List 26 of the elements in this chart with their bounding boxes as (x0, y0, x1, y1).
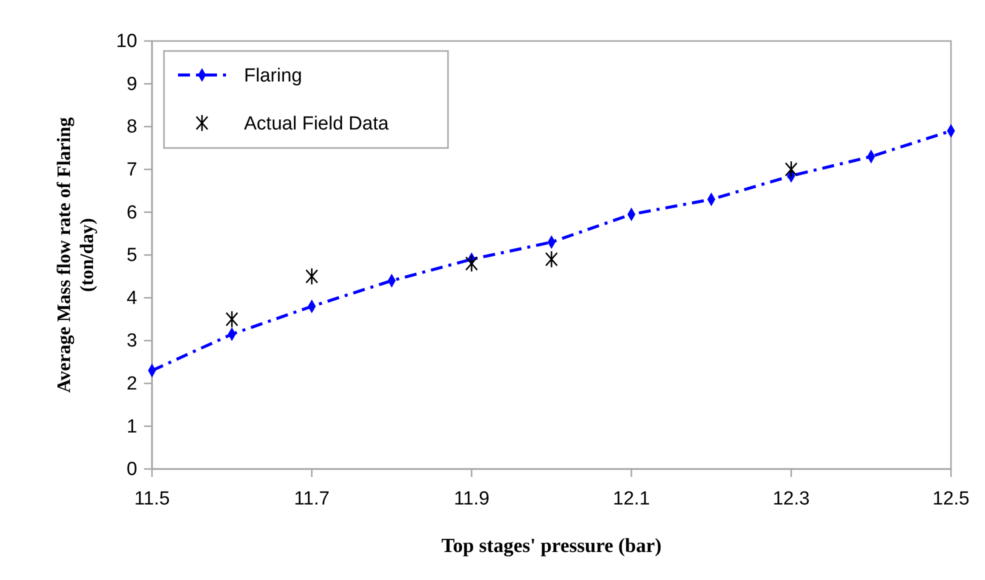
x-tick-label: 11.7 (294, 488, 330, 510)
y-tick-label: 4 (126, 288, 138, 309)
point (784, 160, 798, 178)
point (465, 254, 478, 272)
x-axis-title: Top stages' pressure (bar) (441, 535, 662, 557)
point (545, 250, 558, 268)
x-tick-label: 12.3 (772, 488, 810, 510)
x-tick-label: 11.5 (134, 488, 170, 510)
x-tick-label: 11.9 (454, 488, 490, 510)
y-tick-label: 8 (126, 116, 138, 138)
y-tick-label: 9 (126, 74, 138, 95)
x-tick-label: 12.5 (932, 488, 970, 510)
y-axis-title: Average Mass flow rate of Flaring (ton/day) (54, 116, 98, 393)
y-tick-label: 5 (126, 245, 138, 266)
y-tick-label: 3 (126, 330, 138, 352)
y-tick-label: 1 (126, 416, 138, 438)
point (226, 310, 238, 328)
x-tick-label: 12.1 (612, 488, 650, 510)
y-tick-label: 6 (126, 202, 138, 224)
point (305, 268, 318, 286)
y-tick-label: 0 (126, 459, 138, 480)
y-tick-label: 2 (126, 373, 138, 394)
y-tick-label: 10 (116, 31, 138, 52)
legend-label: Flaring (244, 66, 302, 87)
y-tick-label: 7 (126, 159, 138, 180)
legend-label: Actual Field Data (244, 114, 390, 135)
